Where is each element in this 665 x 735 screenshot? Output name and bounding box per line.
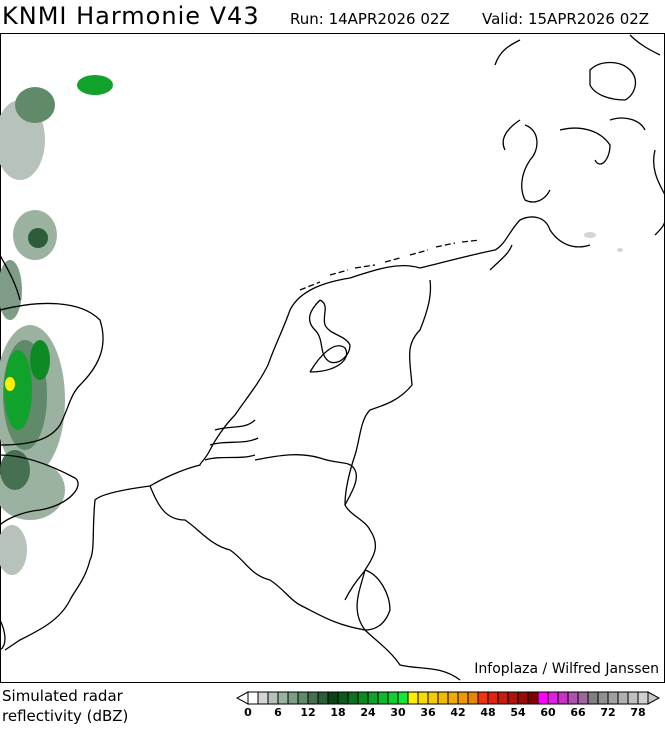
colorbar-swatch [627, 691, 639, 705]
colorbar-swatch [497, 691, 509, 705]
colorbar-swatch [527, 691, 539, 705]
colorbar-swatch [357, 691, 369, 705]
colorbar-swatch [277, 691, 289, 705]
precipitation-areas [0, 75, 113, 575]
colorbar-swatch [327, 691, 339, 705]
colorbar-swatch [267, 691, 279, 705]
legend-title-line1: Simulated radar [2, 687, 123, 705]
colorbar-swatch [607, 691, 619, 705]
colorbar-swatch [417, 691, 429, 705]
colorbar-swatch [517, 691, 529, 705]
run-time: Run: 14APR2026 02Z [290, 10, 450, 28]
colorbar-swatch [427, 691, 439, 705]
colorbar-tick-label: 0 [244, 706, 252, 719]
colorbar-tick-label: 48 [480, 706, 495, 719]
colorbar-swatch [577, 691, 589, 705]
color-bar: 0 6 12 18 24 30 36 42 48 54 60 66 72 78 [236, 691, 661, 719]
colorbar-tick-label: 30 [390, 706, 406, 719]
colorbar-swatch [397, 691, 409, 705]
colorbar-swatch [547, 691, 559, 705]
map-credit: Infoplaza / Wilfred Janssen [472, 661, 661, 677]
model-title: KNMI Harmonie V43 [2, 2, 260, 30]
colorbar-swatch [307, 691, 319, 705]
colorbar-swatch [467, 691, 479, 705]
colorbar-swatch [387, 691, 399, 705]
colorbar-swatch [567, 691, 579, 705]
colorbar-swatch [617, 691, 629, 705]
colorbar-swatch [457, 691, 469, 705]
colorbar-tick-label: 36 [420, 706, 436, 719]
map-frame [0, 33, 665, 683]
colorbar-swatch [297, 691, 309, 705]
colorbar-swatch [367, 691, 379, 705]
colorbar-swatch [337, 691, 349, 705]
colorbar-swatch [447, 691, 459, 705]
colorbar-swatch [287, 691, 299, 705]
colorbar-swatch [597, 691, 609, 705]
colorbar-arrow-high [647, 691, 661, 705]
colorbar-tick-label: 12 [300, 706, 315, 719]
colorbar-swatch [317, 691, 329, 705]
colorbar-swatch [637, 691, 649, 705]
colorbar-tick-label: 54 [510, 706, 526, 719]
reflectivity-map [0, 33, 665, 683]
colorbar-swatch [437, 691, 449, 705]
colorbar-swatch [247, 691, 259, 705]
colorbar-tick-label: 6 [274, 706, 282, 719]
colorbar-swatch [507, 691, 519, 705]
colorbar-tick-label: 66 [570, 706, 586, 719]
colorbar-tick-label: 78 [630, 706, 645, 719]
colorbar-swatch [257, 691, 269, 705]
colorbar-swatch [477, 691, 489, 705]
coastlines-and-borders [0, 34, 665, 681]
colorbar-tick-label: 18 [330, 706, 345, 719]
colorbar-tick-label: 42 [450, 706, 465, 719]
colorbar-swatch [587, 691, 599, 705]
legend-title: Simulated radar reflectivity (dBZ) [2, 686, 128, 726]
colorbar-swatch [407, 691, 419, 705]
colorbar-swatch [377, 691, 389, 705]
colorbar-tick-label: 60 [540, 706, 556, 719]
colorbar-tick-label: 72 [600, 706, 615, 719]
colorbar-arrow-low [236, 691, 249, 705]
legend-title-line2: reflectivity (dBZ) [2, 707, 129, 725]
colorbar-swatch [487, 691, 499, 705]
colorbar-swatch [347, 691, 359, 705]
colorbar-tick-label: 24 [360, 706, 376, 719]
colorbar-swatch [557, 691, 569, 705]
colorbar-swatch [537, 691, 549, 705]
denmark-light-precip [584, 232, 623, 252]
valid-time: Valid: 15APR2026 02Z [482, 10, 650, 28]
